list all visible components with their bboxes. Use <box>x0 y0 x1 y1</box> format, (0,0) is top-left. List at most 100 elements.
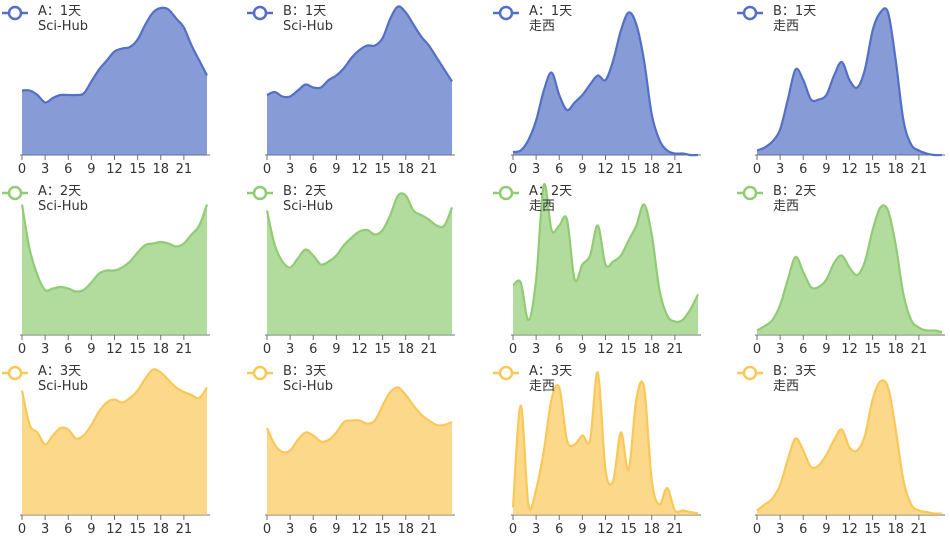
area <box>513 184 698 335</box>
x-tick-label: 12 <box>106 342 123 357</box>
legend-icon <box>252 365 268 381</box>
x-tick-label: 15 <box>620 342 637 357</box>
x-tick-label: 6 <box>64 162 72 177</box>
area <box>267 387 452 515</box>
legend-label: B：1天 走西 <box>773 4 817 34</box>
legend-label: A：3天 Sci-Hub <box>38 364 88 394</box>
x-tick-label: 9 <box>578 162 586 177</box>
x-tick-label: 0 <box>263 162 271 177</box>
line <box>21 6 208 104</box>
x-tick-label: 9 <box>87 342 95 357</box>
x-tick-label: 6 <box>555 522 563 537</box>
line <box>265 192 454 269</box>
x-tick-label: 18 <box>152 522 169 537</box>
x-tick-label: 21 <box>667 342 684 357</box>
legend-icon <box>498 5 514 21</box>
x-tick-label: 21 <box>911 342 928 357</box>
line <box>266 5 453 99</box>
legend-icon <box>252 5 268 21</box>
x-tick-label: 15 <box>129 342 146 357</box>
x-tick-label: 12 <box>597 162 614 177</box>
x-tick-label: 21 <box>421 162 438 177</box>
x-tick-label: 15 <box>129 522 146 537</box>
x-tick-label: 15 <box>129 162 146 177</box>
x-tick-label: 9 <box>87 522 95 537</box>
area <box>22 7 207 156</box>
x-tick-label: 0 <box>753 522 761 537</box>
x-tick-label: 18 <box>152 342 169 357</box>
x-tick-label: 12 <box>351 342 368 357</box>
x-tick-label: 12 <box>106 522 123 537</box>
x-tick-label: 12 <box>841 522 858 537</box>
area <box>267 193 452 335</box>
legend-label: A：1天 Sci-Hub <box>38 4 88 34</box>
x-tick-label: 21 <box>176 162 193 177</box>
x-tick-label: 9 <box>332 342 340 357</box>
x-tick-label: 15 <box>374 522 391 537</box>
x-tick-label: 6 <box>64 342 72 357</box>
x-tick-label: 21 <box>176 342 193 357</box>
x-tick-label: 0 <box>509 162 517 177</box>
x-tick-label: 6 <box>309 522 317 537</box>
legend-label: A：1天 走西 <box>529 4 573 34</box>
x-tick-label: 9 <box>332 162 340 177</box>
x-tick-label: 15 <box>620 162 637 177</box>
x-tick-label: 18 <box>152 162 169 177</box>
x-tick-label: 12 <box>106 162 123 177</box>
x-tick-label: 0 <box>753 162 761 177</box>
x-tick-label: 6 <box>799 522 807 537</box>
legend-icon <box>7 365 23 381</box>
legend-label: A：2天 走西 <box>529 184 573 214</box>
x-tick-label: 3 <box>776 522 784 537</box>
area <box>513 372 698 515</box>
x-tick-label: 3 <box>41 342 49 357</box>
x-tick-label: 15 <box>374 162 391 177</box>
x-tick-label: 12 <box>841 342 858 357</box>
legend-label: A：2天 Sci-Hub <box>38 184 88 214</box>
legend-icon <box>7 5 23 21</box>
x-tick-label: 21 <box>176 522 193 537</box>
x-tick-label: 3 <box>532 162 540 177</box>
x-tick-label: 21 <box>911 522 928 537</box>
x-tick-label: 15 <box>620 522 637 537</box>
line <box>512 11 699 157</box>
x-tick-label: 12 <box>351 162 368 177</box>
legend-label: B：3天 Sci-Hub <box>283 364 333 394</box>
x-tick-label: 21 <box>421 342 438 357</box>
x-tick-label: 9 <box>578 342 586 357</box>
legend-label: B：2天 走西 <box>773 184 817 214</box>
x-tick-label: 18 <box>887 162 904 177</box>
x-tick-label: 9 <box>822 162 830 177</box>
legend-label: B：2天 Sci-Hub <box>283 184 333 214</box>
x-tick-label: 3 <box>776 162 784 177</box>
line <box>511 371 699 515</box>
x-tick-label: 9 <box>578 522 586 537</box>
area <box>267 6 452 156</box>
line <box>20 368 208 446</box>
x-tick-label: 18 <box>643 342 660 357</box>
x-tick-label: 3 <box>286 342 294 357</box>
x-tick-label: 12 <box>841 162 858 177</box>
x-tick-label: 0 <box>509 522 517 537</box>
x-tick-label: 6 <box>309 342 317 357</box>
x-tick-label: 0 <box>18 342 26 357</box>
x-tick-label: 3 <box>286 522 294 537</box>
legend-icon <box>7 185 23 201</box>
x-tick-label: 15 <box>864 342 881 357</box>
x-tick-label: 6 <box>309 162 317 177</box>
x-tick-label: 3 <box>532 342 540 357</box>
x-tick-label: 0 <box>18 162 26 177</box>
x-tick-label: 21 <box>421 522 438 537</box>
line <box>756 204 943 334</box>
x-tick-label: 6 <box>64 522 72 537</box>
x-tick-label: 18 <box>887 522 904 537</box>
line <box>20 204 209 293</box>
x-tick-label: 21 <box>667 522 684 537</box>
x-tick-label: 18 <box>887 342 904 357</box>
x-tick-label: 0 <box>509 342 517 357</box>
x-tick-label: 12 <box>351 522 368 537</box>
line <box>265 386 453 454</box>
legend-label: B：3天 走西 <box>773 364 817 394</box>
